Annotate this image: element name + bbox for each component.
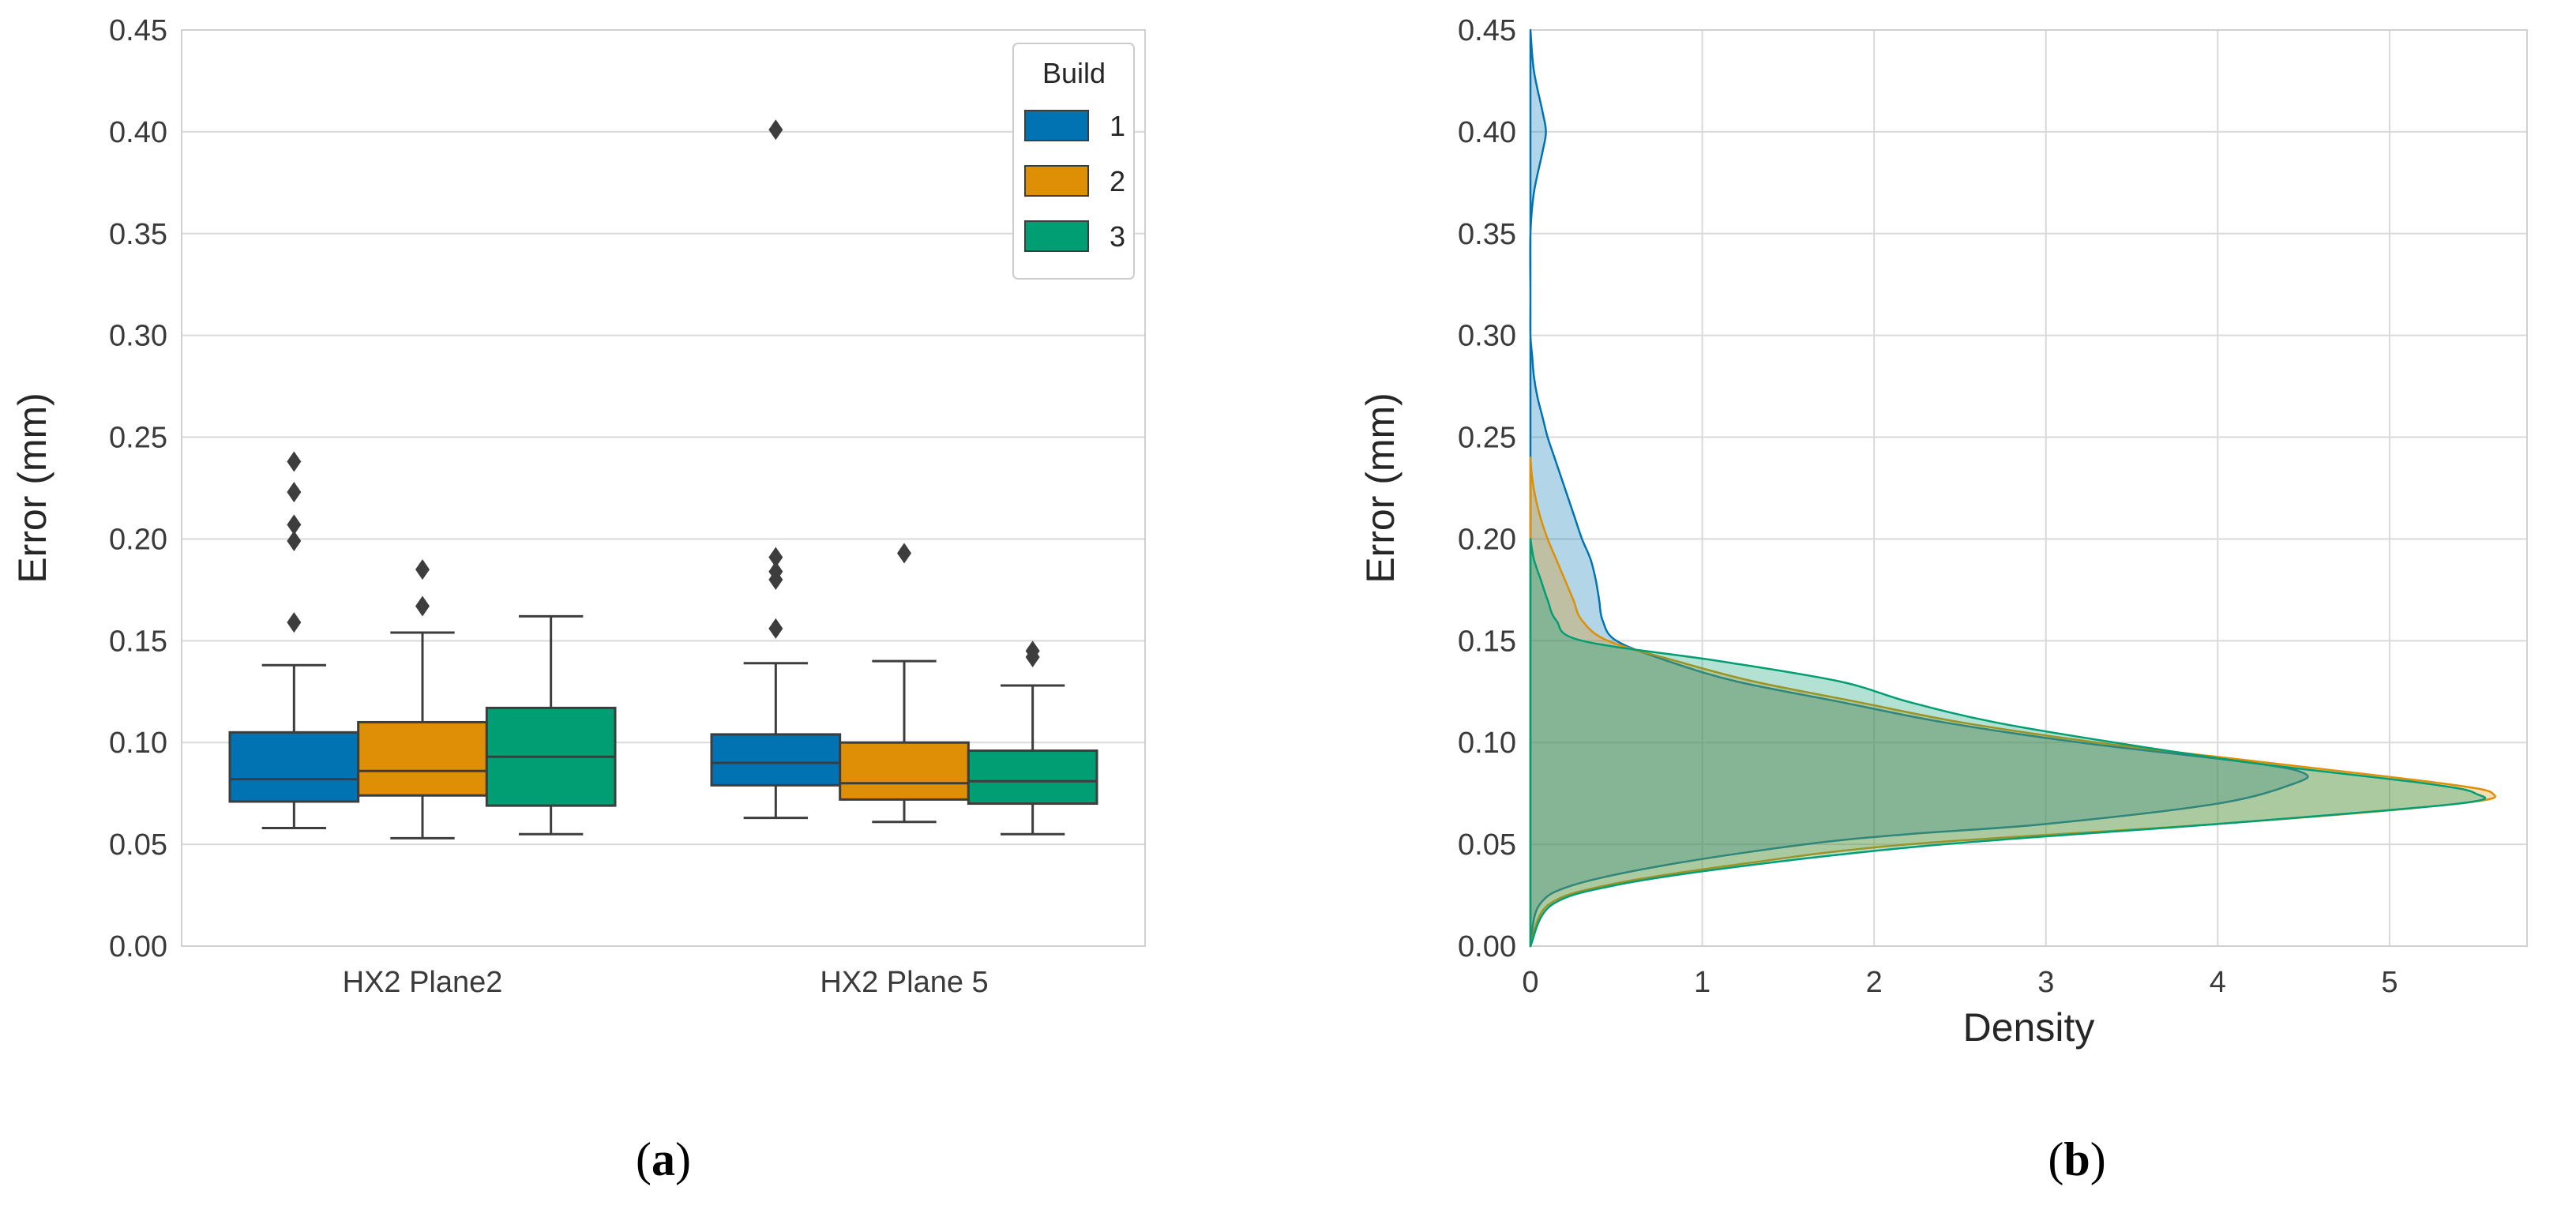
panel-a-boxplot: 0.00 0.05 0.10 0.15 0.20 0.25 0.30 0.35 0.40 0.45… bbox=[10, 14, 1146, 999]
panel-b-y-tick-label: 0.10 bbox=[1458, 727, 1516, 760]
panel-a-y-tick-label: 0.30 bbox=[109, 320, 167, 353]
outlier-marker bbox=[897, 543, 911, 564]
box-iqr bbox=[967, 749, 1098, 806]
outlier-marker bbox=[287, 612, 302, 633]
caption-b-open: ( bbox=[2048, 1133, 2063, 1185]
outlier-marker bbox=[768, 561, 783, 582]
panel-a-y-tick-label: 0.45 bbox=[109, 14, 167, 47]
panel-b-y-tick-label: 0.15 bbox=[1458, 625, 1516, 658]
panel-a-x-tick-label: HX2 Plane2 bbox=[343, 966, 503, 999]
panel-a-y-tick-label: 0.35 bbox=[109, 218, 167, 251]
box-build-2-cat-1 bbox=[357, 559, 488, 839]
panel-b-y-tick-label: 0.40 bbox=[1458, 116, 1516, 149]
outlier-marker bbox=[768, 547, 783, 568]
caption-a-open: ( bbox=[636, 1133, 652, 1185]
legend-swatch-1 bbox=[1024, 110, 1089, 141]
outlier-marker bbox=[1025, 640, 1040, 662]
outlier-marker bbox=[415, 559, 430, 580]
box-iqr bbox=[839, 741, 970, 801]
caption-a-close: ) bbox=[675, 1133, 691, 1185]
panel-b-x-tick-label: 2 bbox=[1866, 966, 1883, 999]
panel-b-y-tick-label: 0.25 bbox=[1458, 422, 1516, 455]
box-build-3-cat-1 bbox=[485, 614, 617, 836]
panel-b-x-tick-label: 5 bbox=[2381, 966, 2398, 999]
panel-a-gridlines bbox=[182, 29, 1145, 947]
box-build-1-cat-1 bbox=[228, 451, 360, 829]
panel-a-boxes bbox=[228, 119, 1098, 839]
outlier-marker bbox=[415, 595, 430, 617]
density-area-build-1 bbox=[1529, 28, 2309, 948]
legend-label-1: 1 bbox=[1110, 110, 1125, 142]
panel-a-x-tick-label: HX2 Plane 5 bbox=[820, 966, 988, 999]
panel-a-y-tick-label: 0.40 bbox=[109, 116, 167, 149]
panel-a-y-tick-label: 0.10 bbox=[109, 727, 167, 760]
panel-b-y-tick-label: 0.45 bbox=[1458, 14, 1516, 47]
panel-b-y-tick-label: 0.20 bbox=[1458, 523, 1516, 556]
legend-title: Build bbox=[1042, 57, 1106, 89]
legend-label-3: 3 bbox=[1110, 220, 1125, 253]
panel-b-y-tick-label: 0.30 bbox=[1458, 320, 1516, 353]
legend-label-2: 2 bbox=[1110, 165, 1125, 197]
panel-b-x-tick-label: 1 bbox=[1694, 966, 1710, 999]
panel-a-y-tick-label: 0.00 bbox=[109, 930, 167, 963]
panel-b-y-tick-label: 0.00 bbox=[1458, 930, 1516, 963]
panel-b-x-tick-label: 4 bbox=[2210, 966, 2226, 999]
legend-swatch-3 bbox=[1024, 220, 1089, 252]
caption-b-close: ) bbox=[2090, 1133, 2106, 1185]
legend-frame bbox=[1012, 43, 1135, 280]
panel-b-x-ticks: 0 1 2 3 4 5 bbox=[1522, 966, 2398, 999]
outlier-marker bbox=[287, 451, 302, 472]
caption-b-letter: b bbox=[2063, 1133, 2090, 1185]
panel-a-x-ticks: HX2 Plane2 HX2 Plane 5 bbox=[343, 966, 989, 999]
panel-a-y-tick-label: 0.20 bbox=[109, 523, 167, 556]
panel-a-y-tick-label: 0.25 bbox=[109, 422, 167, 455]
panel-b-y-tick-label: 0.35 bbox=[1458, 218, 1516, 251]
panel-b-x-axis-label: Density bbox=[1963, 1005, 2095, 1050]
panel-a-y-tick-label: 0.15 bbox=[109, 625, 167, 658]
panel-a-caption: (a) bbox=[636, 1133, 691, 1185]
panel-b-density-areas bbox=[1529, 28, 2496, 948]
panel-b-y-axis-label: Error (mm) bbox=[1358, 393, 1403, 584]
outlier-marker bbox=[287, 482, 302, 503]
panel-a-y-axis-label: Error (mm) bbox=[10, 393, 54, 584]
box-iqr bbox=[710, 733, 842, 787]
panel-b-density: 0.00 0.05 0.10 0.15 0.20 0.25 0.30 0.35 0.40 0.45… bbox=[1358, 14, 2528, 1050]
legend: Build 1 2 3 bbox=[1012, 43, 1135, 280]
box-iqr bbox=[357, 720, 488, 797]
panel-a-plot-area bbox=[181, 29, 1146, 947]
outlier-marker bbox=[768, 119, 783, 141]
panel-b-y-ticks: 0.00 0.05 0.10 0.15 0.20 0.25 0.30 0.35 0.40 0.45 bbox=[1458, 14, 1516, 963]
box-build-1-cat-2 bbox=[710, 119, 842, 820]
panel-b-y-tick-label: 0.05 bbox=[1458, 828, 1516, 862]
legend-swatch-2 bbox=[1024, 165, 1089, 197]
outlier-marker bbox=[768, 618, 783, 639]
legend-entries: 1 2 3 bbox=[1024, 110, 1125, 253]
caption-a-letter: a bbox=[652, 1133, 675, 1185]
box-build-2-cat-2 bbox=[839, 543, 970, 824]
density-area-build-3 bbox=[1529, 538, 2487, 948]
panel-a-y-ticks: 0.00 0.05 0.10 0.15 0.20 0.25 0.30 0.35 0.40 0.45 bbox=[109, 14, 167, 963]
panel-b-x-tick-label: 3 bbox=[2037, 966, 2054, 999]
panel-b-caption: (b) bbox=[2048, 1133, 2105, 1185]
box-iqr bbox=[228, 731, 360, 803]
outlier-marker bbox=[287, 514, 302, 535]
panel-b-x-tick-label: 0 bbox=[1522, 966, 1538, 999]
outlier-marker bbox=[287, 531, 302, 552]
density-area-build-2 bbox=[1529, 456, 2496, 948]
panel-a-y-tick-label: 0.05 bbox=[109, 828, 167, 862]
box-build-3-cat-2 bbox=[967, 640, 1098, 836]
